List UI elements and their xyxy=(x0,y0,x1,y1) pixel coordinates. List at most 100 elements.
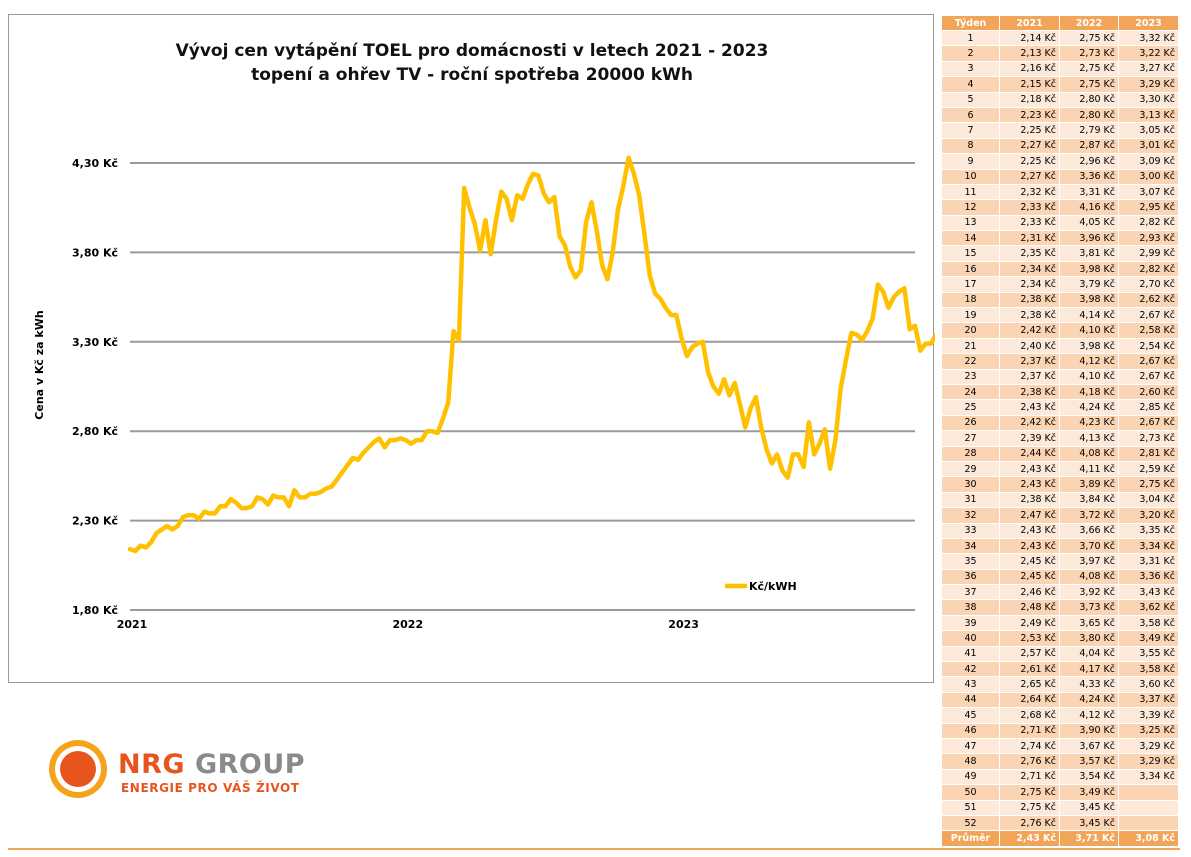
logo-name: NRG GROUP xyxy=(118,749,306,780)
table-average-row: Průměr 2,43 Kč 3,71 Kč 3,08 Kč xyxy=(941,830,1179,847)
table-row: 28 2,44 Kč 4,08 Kč 2,81 Kč xyxy=(941,445,1179,462)
price-cell: 2,80 Kč xyxy=(1059,91,1119,108)
week-number: 7 xyxy=(941,122,1000,139)
table-row: 21 2,40 Kč 3,98 Kč 2,54 Kč xyxy=(941,337,1179,355)
price-cell: 3,00 Kč xyxy=(1118,168,1179,185)
table-row: 50 2,75 Kč 3,49 Kč xyxy=(941,784,1179,801)
price-cell: 2,76 Kč xyxy=(999,753,1060,770)
price-table: Týden 2021 2022 2023 1 2,14 Kč 2,75 Kč 3,32… xyxy=(941,15,1179,847)
price-cell: 2,43 Kč xyxy=(999,537,1060,555)
price-cell: 4,12 Kč xyxy=(1059,353,1119,370)
price-cell: 2,49 Kč xyxy=(999,614,1060,632)
week-number: 18 xyxy=(941,291,1000,309)
logo-tagline: ENERGIE PRO VÁŠ ŽIVOT xyxy=(121,781,300,795)
price-cell xyxy=(1118,784,1179,801)
price-cell: 2,75 Kč xyxy=(1059,76,1119,93)
average-2023: 3,08 Kč xyxy=(1118,830,1179,847)
average-label: Průměr xyxy=(941,830,1000,847)
week-number: 16 xyxy=(941,260,1000,278)
week-number: 52 xyxy=(941,814,1000,832)
week-number: 11 xyxy=(941,183,1000,201)
week-number: 28 xyxy=(941,445,1000,462)
table-row: 10 2,27 Kč 3,36 Kč 3,00 Kč xyxy=(941,168,1179,185)
table-row: 8 2,27 Kč 2,87 Kč 3,01 Kč xyxy=(941,137,1179,155)
price-cell: 2,16 Kč xyxy=(999,60,1060,78)
week-number: 15 xyxy=(941,245,1000,262)
y-tick-label: 2,30 Kč xyxy=(72,515,118,528)
price-cell: 3,45 Kč xyxy=(1059,814,1119,832)
price-cell: 3,29 Kč xyxy=(1118,753,1179,770)
price-cell: 3,31 Kč xyxy=(1118,553,1179,570)
week-number: 26 xyxy=(941,414,1000,432)
price-cell: 3,96 Kč xyxy=(1059,230,1119,247)
price-cell: 2,40 Kč xyxy=(999,337,1060,355)
table-row: 41 2,57 Kč 4,04 Kč 3,55 Kč xyxy=(941,645,1179,663)
week-number: 33 xyxy=(941,522,1000,539)
price-cell: 3,98 Kč xyxy=(1059,337,1119,355)
week-number: 19 xyxy=(941,307,1000,324)
price-cell: 3,89 Kč xyxy=(1059,476,1119,493)
price-cell xyxy=(1118,799,1179,816)
price-cell: 3,29 Kč xyxy=(1118,737,1179,755)
price-cell: 3,70 Kč xyxy=(1059,537,1119,555)
week-number: 23 xyxy=(941,368,1000,385)
week-number: 42 xyxy=(941,661,1000,678)
week-number: 22 xyxy=(941,353,1000,370)
table-row: 30 2,43 Kč 3,89 Kč 2,75 Kč xyxy=(941,476,1179,493)
price-cell: 2,37 Kč xyxy=(999,368,1060,385)
table-row: 25 2,43 Kč 4,24 Kč 2,85 Kč xyxy=(941,399,1179,416)
price-cell: 2,57 Kč xyxy=(999,645,1060,663)
price-cell: 4,14 Kč xyxy=(1059,307,1119,324)
price-cell: 3,01 Kč xyxy=(1118,137,1179,155)
table-row: 7 2,25 Kč 2,79 Kč 3,05 Kč xyxy=(941,122,1179,139)
price-cell: 2,64 Kč xyxy=(999,691,1060,709)
y-tick-label: 4,30 Kč xyxy=(72,157,118,170)
week-number: 27 xyxy=(941,430,1000,447)
price-cell: 2,45 Kč xyxy=(999,553,1060,570)
price-cell: 3,81 Kč xyxy=(1059,245,1119,262)
price-cell: 2,43 Kč xyxy=(999,476,1060,493)
table-row: 43 2,65 Kč 4,33 Kč 3,60 Kč xyxy=(941,676,1179,693)
table-row: 1 2,14 Kč 2,75 Kč 3,32 Kč xyxy=(941,29,1179,47)
price-cell: 2,13 Kč xyxy=(999,45,1060,62)
chart-frame: Vývoj cen vytápění TOEL pro domácnosti v… xyxy=(8,14,935,683)
week-number: 35 xyxy=(941,553,1000,570)
price-cell: 3,58 Kč xyxy=(1118,661,1179,678)
week-number: 48 xyxy=(941,753,1000,770)
table-row: 23 2,37 Kč 4,10 Kč 2,67 Kč xyxy=(941,368,1179,385)
price-cell: 4,13 Kč xyxy=(1059,430,1119,447)
price-cell: 3,20 Kč xyxy=(1118,507,1179,524)
price-cell: 2,27 Kč xyxy=(999,137,1060,155)
week-number: 46 xyxy=(941,722,1000,739)
price-cell: 2,53 Kč xyxy=(999,630,1060,647)
price-cell: 3,73 Kč xyxy=(1059,599,1119,616)
price-cell: 2,73 Kč xyxy=(1059,45,1119,62)
price-cell: 3,34 Kč xyxy=(1118,537,1179,555)
price-cell: 2,37 Kč xyxy=(999,353,1060,370)
table-row: 18 2,38 Kč 3,98 Kč 2,62 Kč xyxy=(941,291,1179,309)
y-tick-label: 2,80 Kč xyxy=(72,425,118,438)
week-number: 20 xyxy=(941,322,1000,339)
price-cell: 2,42 Kč xyxy=(999,322,1060,339)
price-cell: 2,60 Kč xyxy=(1118,383,1179,401)
price-cell: 2,67 Kč xyxy=(1118,414,1179,432)
price-cell: 3,45 Kč xyxy=(1059,799,1119,816)
y-axis-label: Cena v Kč za kWh xyxy=(33,310,46,419)
price-cell: 2,38 Kč xyxy=(999,383,1060,401)
price-cell: 3,25 Kč xyxy=(1118,722,1179,739)
table-row: 38 2,48 Kč 3,73 Kč 3,62 Kč xyxy=(941,599,1179,616)
week-number: 32 xyxy=(941,507,1000,524)
table-row: 20 2,42 Kč 4,10 Kč 2,58 Kč xyxy=(941,322,1179,339)
week-number: 29 xyxy=(941,460,1000,478)
table-row: 29 2,43 Kč 4,11 Kč 2,59 Kč xyxy=(941,460,1179,478)
week-number: 36 xyxy=(941,568,1000,586)
price-cell: 3,79 Kč xyxy=(1059,276,1119,293)
price-cell: 2,75 Kč xyxy=(999,799,1060,816)
price-cell: 2,80 Kč xyxy=(1059,106,1119,124)
table-row: 17 2,34 Kč 3,79 Kč 2,70 Kč xyxy=(941,276,1179,293)
price-cell: 3,04 Kč xyxy=(1118,491,1179,509)
table-row: 27 2,39 Kč 4,13 Kč 2,73 Kč xyxy=(941,430,1179,447)
weekly-price-table: Týden 2021 2022 2023 1 2,14 Kč 2,75 Kč 3,32… xyxy=(941,15,1179,847)
table-row: 39 2,49 Kč 3,65 Kč 3,58 Kč xyxy=(941,614,1179,632)
table-row: 47 2,74 Kč 3,67 Kč 3,29 Kč xyxy=(941,737,1179,755)
